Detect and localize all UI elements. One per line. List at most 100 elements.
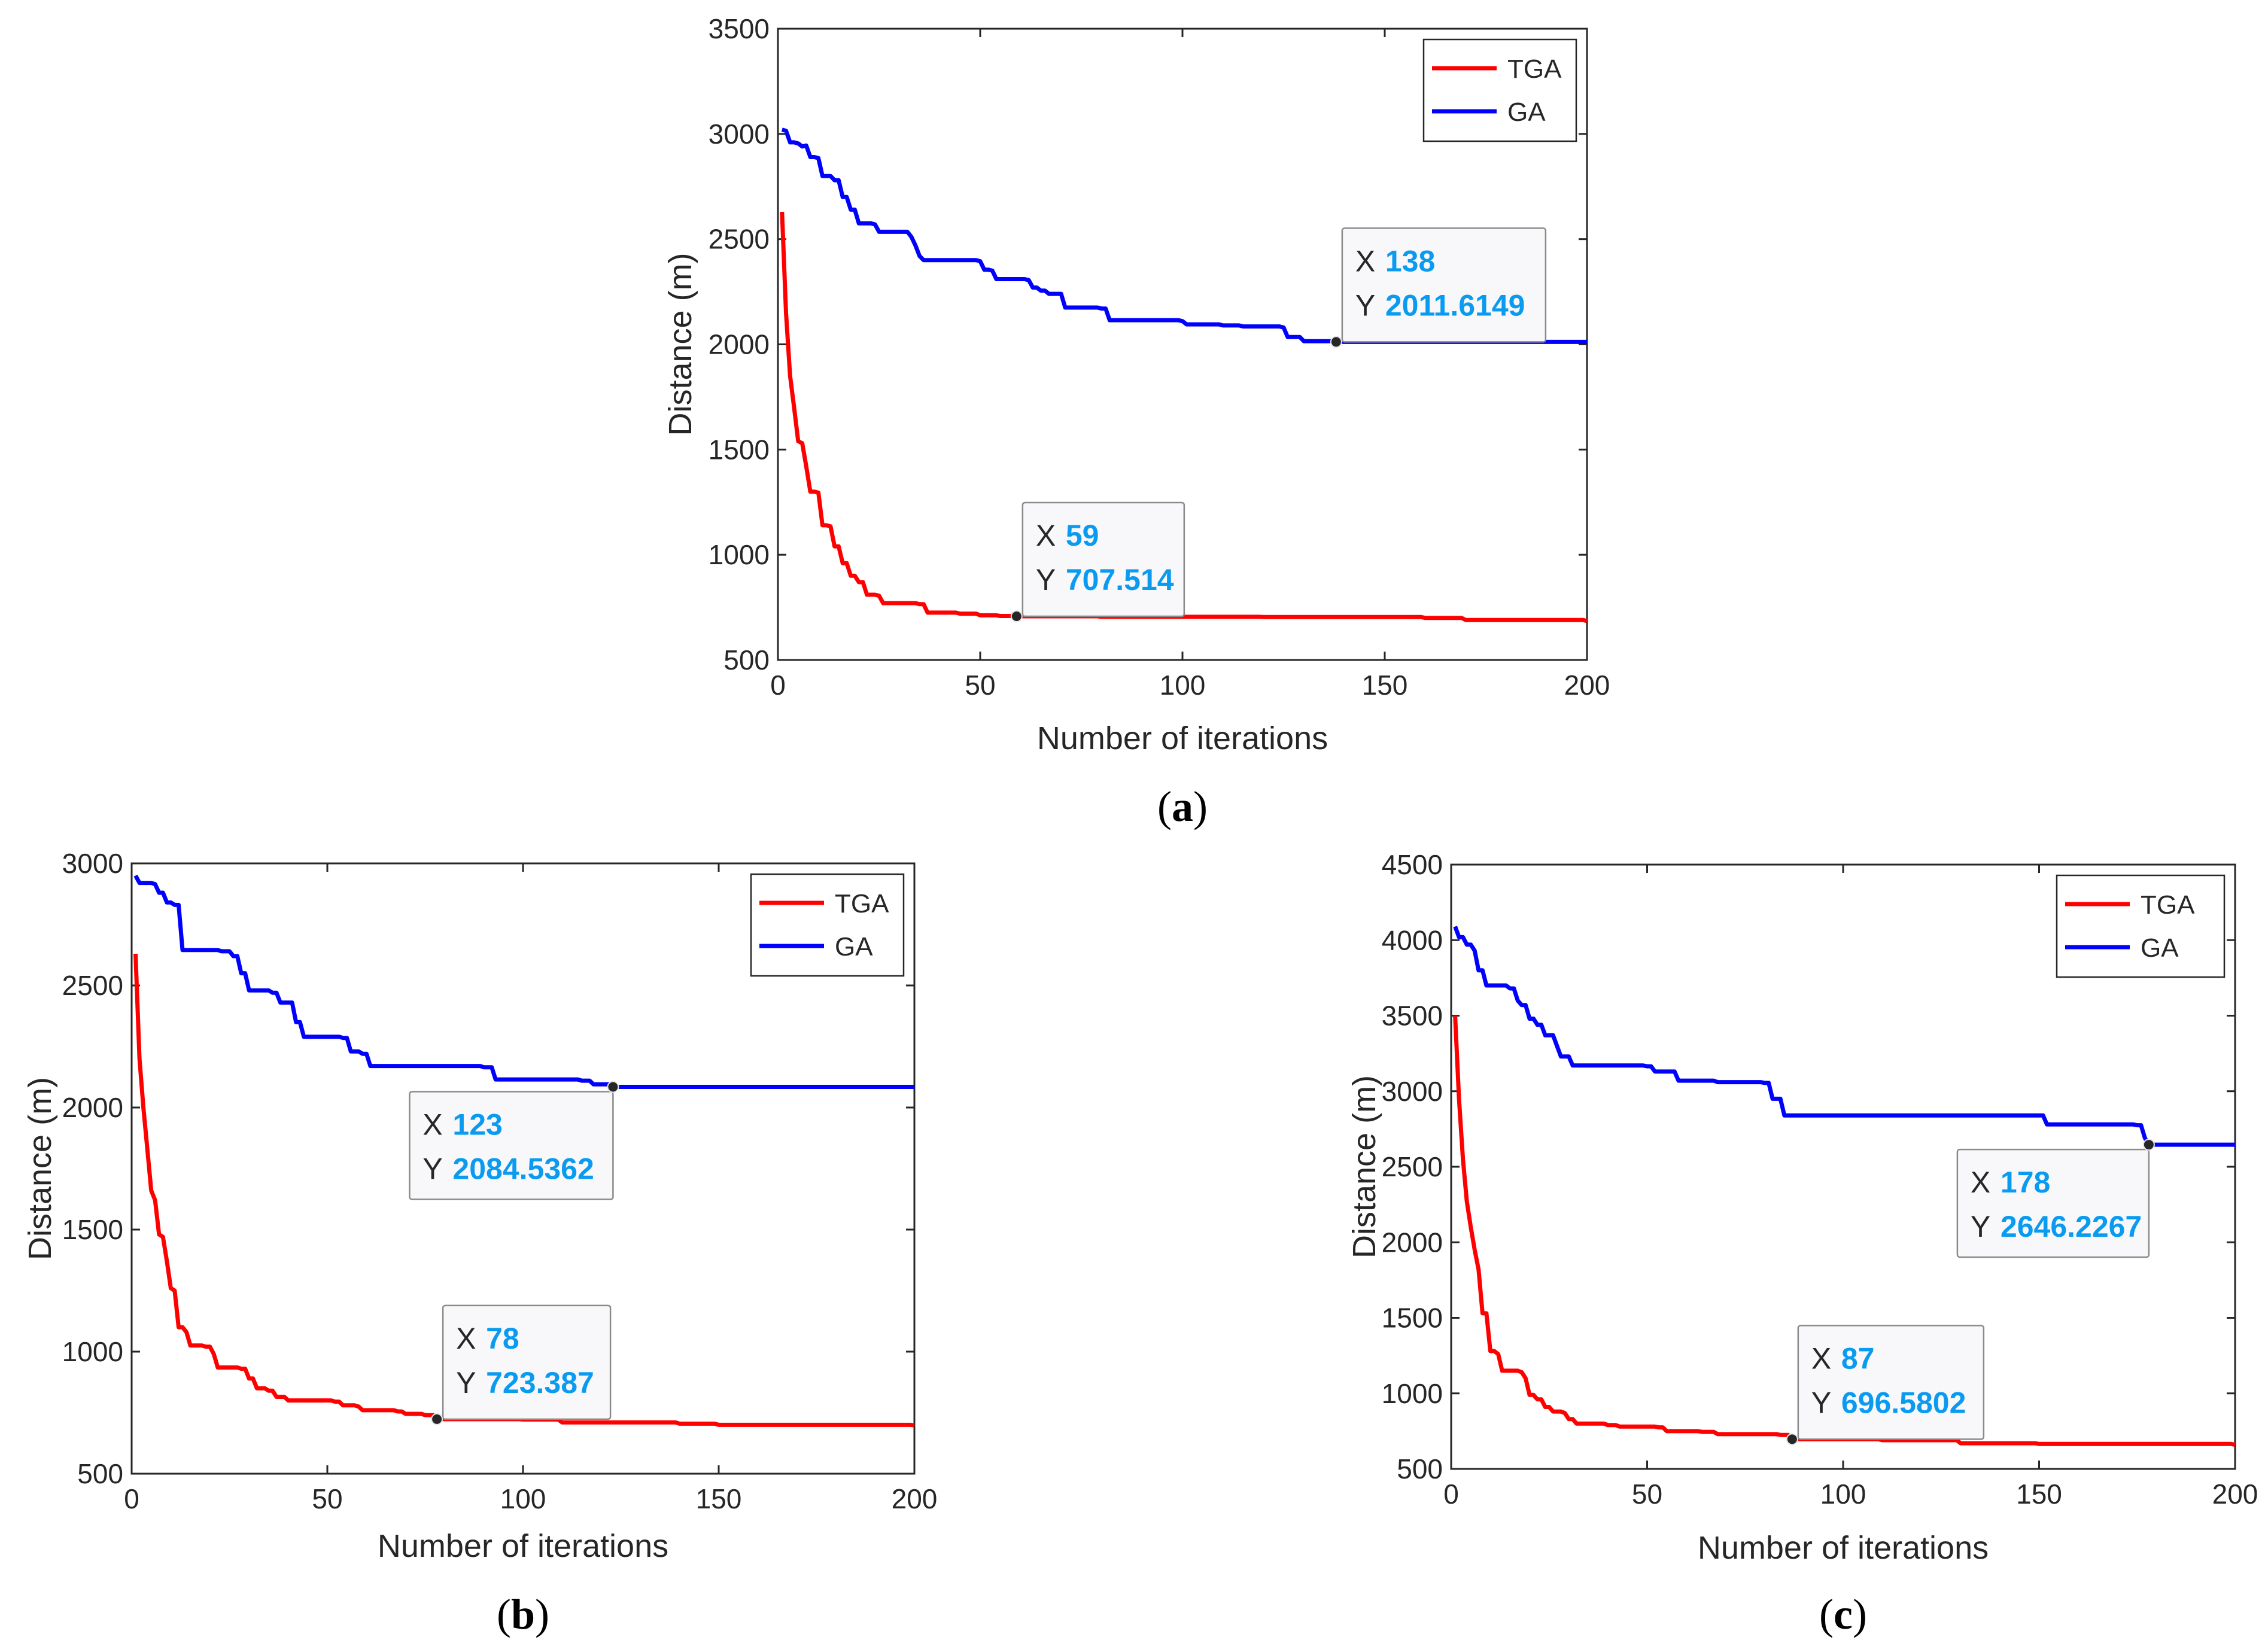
caption-open: ( [1157,783,1172,830]
y-tick-label: 2000 [62,1092,123,1123]
y-tick-label: 3000 [709,118,770,150]
datatip-marker [1786,1433,1798,1446]
x-tick-label: 100 [1160,670,1206,701]
datatip-x-value: 123 [452,1108,502,1142]
chart-panel-c: 0 50 100 150 200 500 1000 1500 2000 2500 3000 3500 4… [1346,849,2258,1638]
y-tick-label: 500 [1397,1453,1443,1484]
datatip-y-key: Y [456,1366,476,1400]
legend-box [1422,38,1577,142]
y-tick-label: 500 [77,1458,123,1489]
caption-open: ( [497,1590,511,1638]
legend-box [2056,874,2226,978]
datatip-marker [431,1413,443,1425]
legend: TGA GA [750,873,905,977]
datatip-y-value: 696.5802 [1841,1386,1966,1419]
y-tick-label: 1500 [709,434,770,465]
y-tick-label: 1500 [62,1214,123,1245]
datatip-x-key: X [1971,1166,1990,1199]
datatip-marker [1010,610,1023,623]
datatip-y-key: Y [1036,563,1056,597]
y-tick-label: 1000 [62,1336,123,1367]
datatip-marker [607,1081,619,1093]
legend-box [750,873,905,977]
y-tick-label: 4500 [1382,849,1443,880]
series-line-ga [133,874,914,1089]
datatip-x-key: X [1355,244,1375,278]
datatip-box [442,1304,612,1420]
y-tick-label: 1000 [1382,1378,1443,1409]
legend: TGA GA [1422,38,1577,142]
series-line-ga [1453,926,2235,1147]
caption-letter: c [1834,1590,1853,1638]
caption-letter: a [1172,783,1193,830]
x-tick-label: 100 [1820,1478,1866,1510]
datatip-y-key: Y [1355,288,1375,322]
y-tick-label: 4000 [1382,924,1443,956]
datatip-y-value: 723.387 [486,1366,594,1400]
legend-label-tga: TGA [1507,54,1562,84]
legend-label-tga: TGA [835,889,889,918]
y-axis-label: Distance (m) [1346,1075,1382,1258]
legend-label-tga: TGA [2141,890,2195,920]
chart-panel-b: 0 50 100 150 200 500 1000 1500 2000 2500 3000 Numbe… [22,848,937,1638]
y-tick-label: 2500 [709,224,770,255]
datatip-y-key: Y [422,1152,442,1186]
caption-close: ) [1193,783,1208,830]
y-tick-label: 3500 [1382,1000,1443,1032]
datatip-box [409,1091,614,1200]
legend-label-ga: GA [1507,98,1546,127]
datatip-y-key: Y [1811,1386,1831,1419]
datatip-box [1956,1148,2150,1258]
y-tick-label: 2000 [1382,1227,1443,1258]
datatip-x-key: X [422,1108,442,1142]
datatip-y-value: 2646.2267 [2001,1210,2142,1243]
datatip-x-key: X [1036,519,1056,552]
datatip-box [1021,501,1185,617]
datatip-y-value: 707.514 [1066,563,1174,597]
datatip-tga: X 59 Y 707.514 [1010,501,1185,623]
datatip-x-key: X [1811,1341,1831,1375]
datatip-x-value: 138 [1385,244,1435,278]
x-tick-label: 0 [770,670,786,701]
y-tick-label: 1500 [1382,1303,1443,1334]
y-tick-label: 3500 [709,13,770,44]
x-tick-label: 100 [500,1483,546,1514]
y-axis-label: Distance (m) [662,252,698,436]
x-tick-label: 50 [312,1483,342,1514]
caption-letter: b [511,1590,535,1638]
datatip-marker [1330,336,1342,348]
datatip-ga: X 123 Y 2084.5362 [409,1081,619,1200]
datatip-x-value: 178 [2001,1166,2050,1199]
datatip-x-value: 59 [1066,519,1099,552]
datatip-y-value: 2011.6149 [1385,288,1525,322]
datatip-marker [2142,1139,2155,1151]
x-axis-label: Number of iterations [1037,720,1328,756]
legend-label-ga: GA [835,932,873,962]
caption-close: ) [535,1590,549,1638]
x-tick-label: 150 [1362,670,1408,701]
datatip-x-value: 87 [1841,1341,1875,1375]
series-line-ga [781,127,1587,344]
x-tick-label: 50 [965,670,995,701]
x-tick-label: 150 [2016,1478,2062,1510]
x-axis-label: Number of iterations [1698,1530,1989,1566]
legend: TGA GA [2056,874,2226,978]
x-tick-label: 150 [696,1483,742,1514]
datatip-ga: X 138 Y 2011.6149 [1330,227,1547,348]
datatip-ga: X 178 Y 2646.2267 [1956,1139,2155,1258]
caption-open: ( [1819,1590,1834,1638]
y-tick-label: 1000 [709,539,770,570]
y-tick-label: 3000 [62,848,123,879]
datatip-x-value: 78 [486,1322,519,1355]
panel-caption: (b) [497,1590,549,1638]
datatip-box [1341,227,1547,343]
datatip-tga: X 78 Y 723.387 [431,1304,612,1425]
datatip-y-value: 2084.5362 [452,1152,594,1186]
datatip-x-key: X [456,1322,476,1355]
x-axis-label: Number of iterations [378,1528,668,1564]
caption-close: ) [1853,1590,1867,1638]
y-tick-label: 3000 [1382,1076,1443,1107]
y-tick-label: 2500 [62,970,123,1001]
x-tick-label: 200 [1564,670,1610,701]
